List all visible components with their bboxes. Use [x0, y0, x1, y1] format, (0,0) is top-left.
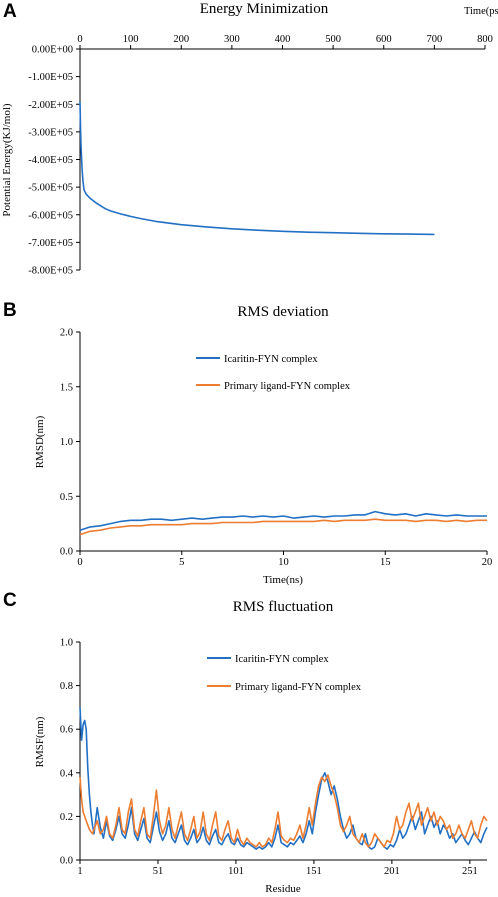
- panel-b-x-tick-label: 0: [77, 557, 82, 568]
- panel-c-y-tick-label: 0.0: [60, 856, 73, 867]
- panel-a-series: [79, 101, 435, 236]
- panel-c-x-tick-label: 201: [384, 866, 400, 877]
- panel-c-x-axis-label: Residue: [265, 883, 301, 895]
- panel-a-x-tick-label: 300: [224, 34, 240, 45]
- panel-c-x-tick-label: 1: [77, 866, 82, 877]
- panel-b-y-tick-label: 1.5: [60, 382, 73, 393]
- panel-a-y-tick-label: -5.00E+05: [28, 183, 73, 194]
- panel-c-y-tick-label: 0.4: [60, 768, 74, 779]
- panel-c-y-axis-label: RMSF(nm): [34, 716, 46, 767]
- panel-a-x-tick-label: 800: [477, 34, 493, 45]
- panel-b-x-tick-label: 10: [278, 557, 289, 568]
- panel-b-y-ticks: 0.0 0.5 1.0 1.5 2.0: [60, 328, 80, 558]
- panel-c-y-tick-label: 1.0: [60, 638, 73, 649]
- panel-b-series-line-1: [79, 518, 487, 536]
- panel-a-series-line-0: [79, 101, 435, 236]
- panel-b-x-tick-label: 20: [482, 557, 493, 568]
- panel-b-y-tick-label: 0.0: [60, 547, 73, 558]
- panel-b-y-axis-label: RMSD(nm): [34, 415, 46, 468]
- panel-c-x-tick-label: 251: [462, 866, 478, 877]
- panel-c-x-tick-label: 51: [153, 866, 164, 877]
- panel-c-letter: C: [3, 590, 17, 611]
- panel-b-title: RMS deviation: [237, 304, 329, 320]
- panel-c-x-tick-label: 151: [306, 866, 322, 877]
- panel-a-y-tick-label: -2.00E+05: [28, 100, 73, 111]
- panel-a-x-tick-label: 700: [427, 34, 443, 45]
- panel-c-legend-label-0: Icaritin-FYN complex: [235, 654, 329, 665]
- panel-c-y-ticks: 0.0 0.2 0.4 0.6 0.8 1.0: [60, 638, 80, 867]
- panel-a-x-tick-label: 100: [123, 34, 139, 45]
- panel-b-x-tick-label: 15: [380, 557, 391, 568]
- panel-c-legend-label-1: Primary ligand-FYN complex: [235, 682, 362, 693]
- panel-a-y-axis-label: Potential Energy(KJ/mol): [1, 103, 13, 216]
- panel-a-energy-minimization: A Energy Minimization Time(ps) Potential…: [1, 1, 498, 277]
- panel-b-y-tick-label: 0.5: [60, 492, 73, 503]
- panel-a-letter: A: [3, 1, 17, 22]
- panel-b-x-axis-label: Time(ns): [263, 574, 303, 586]
- panel-b-y-tick-label: 1.0: [60, 437, 73, 448]
- panel-a-x-tick-label: 600: [376, 34, 392, 45]
- panel-c-series-line-0: [79, 707, 488, 850]
- panel-a-x-tick-label: 400: [275, 34, 291, 45]
- panel-c-y-tick-label: 0.2: [60, 812, 73, 823]
- panel-a-y-ticks: 0.00E+00 -1.00E+05 -2.00E+05 -3.00E+05 -4.00…: [28, 45, 80, 277]
- panel-a-x-axis-label: Time(ps): [464, 6, 498, 17]
- panel-b-series: [79, 510, 487, 536]
- panel-a-y-tick-label: -6.00E+05: [28, 210, 73, 221]
- panel-c-x-ticks: 1 51 101 151 201 251: [77, 860, 478, 877]
- panel-a-x-tick-label: 500: [325, 34, 341, 45]
- panel-b-rms-deviation: B RMS deviation Time(ns) RMSD(nm) 0 5 10 15…: [3, 300, 492, 586]
- panel-b-legend-label-0: Icaritin-FYN complex: [224, 354, 318, 365]
- panel-a-x-tick-label: 200: [173, 34, 189, 45]
- panel-b-legend: Icaritin-FYN complex Primary ligand-FYN …: [196, 354, 351, 392]
- panel-c-y-tick-label: 0.8: [60, 681, 73, 692]
- panel-a-y-tick-label: 0.00E+00: [32, 45, 73, 56]
- panel-c-y-tick-label: 0.6: [60, 725, 73, 736]
- panel-c-title: RMS fluctuation: [233, 599, 334, 615]
- panel-a-x-tick-label: 0: [77, 34, 82, 45]
- panel-b-series-line-0: [79, 510, 487, 531]
- panel-b-legend-label-1: Primary ligand-FYN complex: [224, 381, 351, 392]
- panel-c-rms-fluctuation: C RMS fluctuation Residue RMSF(nm) 1 51 10…: [3, 590, 488, 895]
- panel-a-title: Energy Minimization: [200, 1, 329, 17]
- panel-a-y-tick-label: -4.00E+05: [28, 155, 73, 166]
- panel-a-y-tick-label: -8.00E+05: [28, 266, 73, 277]
- panel-b-x-tick-label: 5: [179, 557, 184, 568]
- panel-a-y-tick-label: -7.00E+05: [28, 238, 73, 249]
- panel-c-x-tick-label: 101: [228, 866, 244, 877]
- panel-a-y-tick-label: -3.00E+05: [28, 127, 73, 138]
- panel-c-legend: Icaritin-FYN complex Primary ligand-FYN …: [207, 654, 362, 693]
- panel-b-y-tick-label: 2.0: [60, 328, 73, 339]
- panel-b-x-ticks: 0 5 10 15 20: [77, 551, 492, 568]
- panel-a-y-tick-label: -1.00E+05: [28, 72, 73, 83]
- panel-a-x-ticks: 0 100 200 300 400 500 600 700 800: [77, 34, 493, 49]
- panel-c-series: [79, 707, 488, 850]
- panel-b-letter: B: [3, 300, 17, 321]
- panel-c-series-line-1: [79, 774, 488, 848]
